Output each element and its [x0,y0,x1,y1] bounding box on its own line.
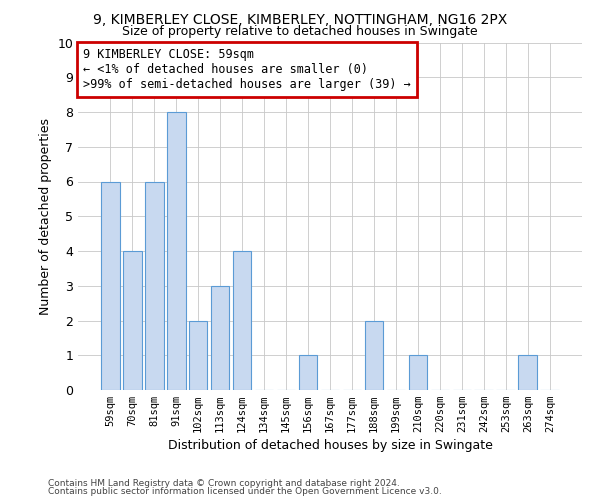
Bar [123,251,142,390]
Bar [189,320,208,390]
Bar [365,320,383,390]
Text: Size of property relative to detached houses in Swingate: Size of property relative to detached ho… [122,25,478,38]
Text: Contains HM Land Registry data © Crown copyright and database right 2024.: Contains HM Land Registry data © Crown c… [48,478,400,488]
Text: 9 KIMBERLEY CLOSE: 59sqm
← <1% of detached houses are smaller (0)
>99% of semi-d: 9 KIMBERLEY CLOSE: 59sqm ← <1% of detach… [83,48,411,90]
Bar [101,182,119,390]
Bar [211,286,229,390]
Text: 9, KIMBERLEY CLOSE, KIMBERLEY, NOTTINGHAM, NG16 2PX: 9, KIMBERLEY CLOSE, KIMBERLEY, NOTTINGHA… [93,12,507,26]
Bar [167,112,185,390]
X-axis label: Distribution of detached houses by size in Swingate: Distribution of detached houses by size … [167,440,493,452]
Bar [518,355,537,390]
Bar [145,182,164,390]
Bar [299,355,317,390]
Y-axis label: Number of detached properties: Number of detached properties [39,118,52,315]
Text: Contains public sector information licensed under the Open Government Licence v3: Contains public sector information licen… [48,487,442,496]
Bar [233,251,251,390]
Bar [409,355,427,390]
